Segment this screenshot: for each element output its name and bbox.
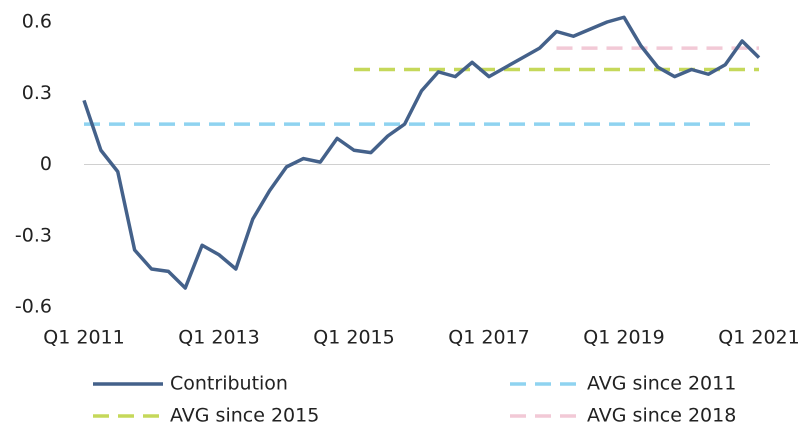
legend-label: AVG since 2011	[587, 373, 736, 395]
x-tick-label: Q1 2011	[43, 327, 124, 349]
legend-label: AVG since 2018	[587, 405, 736, 427]
series-line	[82, 15, 761, 290]
x-tick-label: Q1 2013	[178, 327, 259, 349]
x-tick-label: Q1 2021	[718, 327, 799, 349]
x-tick-label: Q1 2017	[448, 327, 529, 349]
x-tick-label: Q1 2015	[313, 327, 394, 349]
legend-label: AVG since 2015	[170, 405, 319, 427]
x-tick-label: Q1 2019	[583, 327, 664, 349]
y-tick-label: -0.6	[15, 296, 52, 318]
y-tick-label: -0.3	[15, 224, 52, 246]
legend-label: Contribution	[170, 373, 288, 395]
y-tick-label: 0.3	[22, 82, 52, 104]
y-tick-label: 0	[40, 153, 52, 175]
y-tick-label: 0.6	[22, 11, 52, 33]
